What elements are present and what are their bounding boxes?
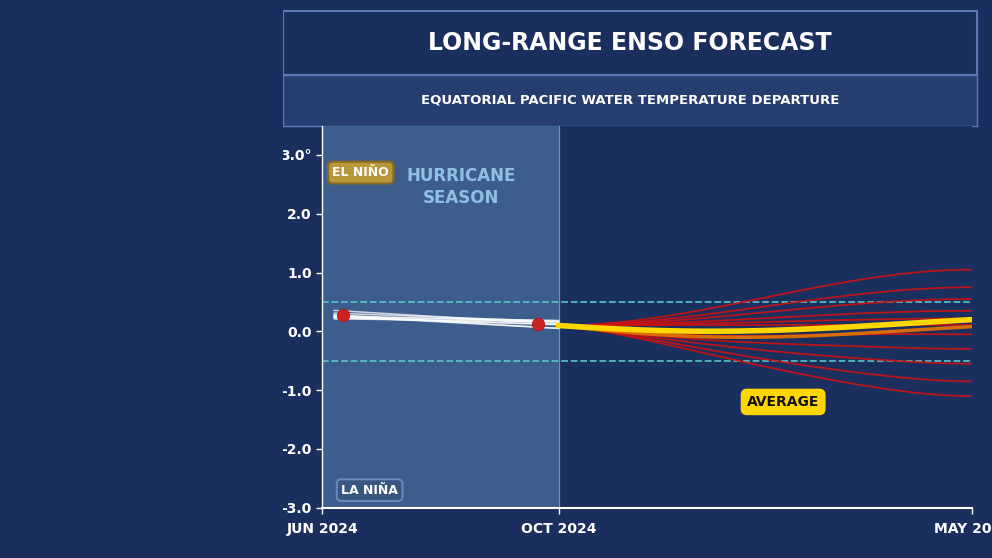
Text: HURRICANE
SEASON: HURRICANE SEASON	[407, 167, 516, 208]
Text: EQUATORIAL PACIFIC WATER TEMPERATURE DEPARTURE: EQUATORIAL PACIFIC WATER TEMPERATURE DEP…	[421, 94, 839, 107]
Text: AVERAGE: AVERAGE	[747, 395, 819, 409]
Text: LA NIÑA: LA NIÑA	[341, 484, 398, 497]
Bar	[322, 126, 558, 508]
Text: LONG-RANGE ENSO FORECAST: LONG-RANGE ENSO FORECAST	[429, 31, 831, 55]
Text: EL NIÑO: EL NIÑO	[332, 166, 389, 179]
